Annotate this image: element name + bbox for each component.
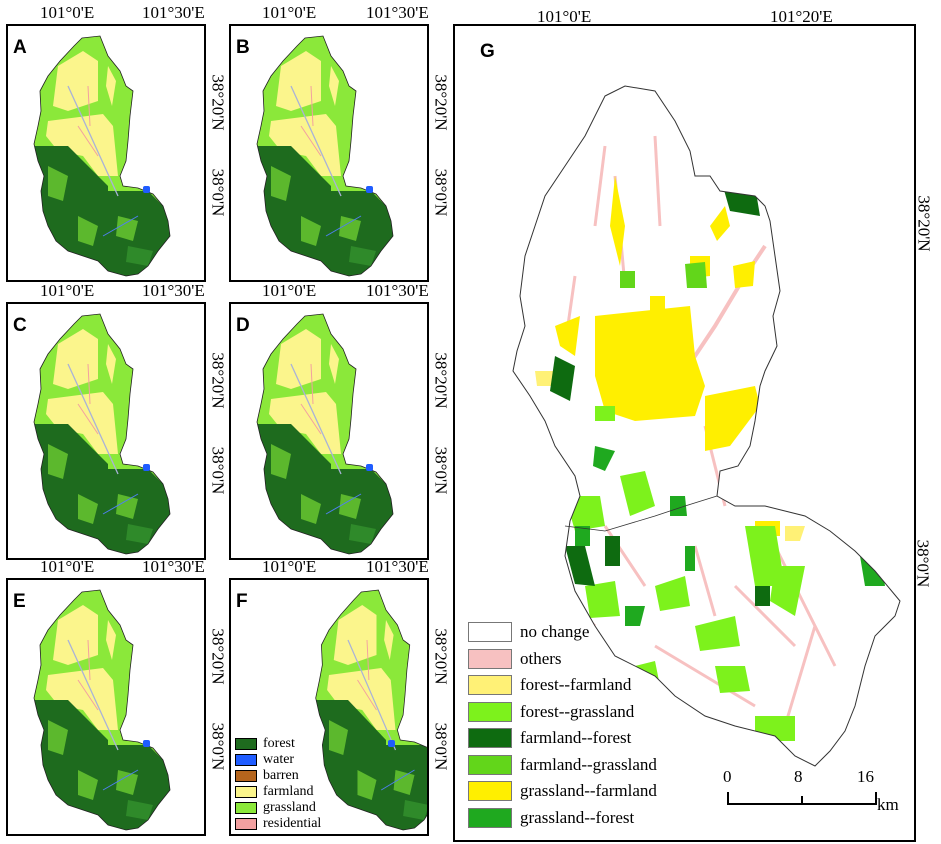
land-use-map-c (33, 313, 171, 555)
land-use-map-f (315, 589, 427, 831)
lon-label-d-1: 101°0'E (262, 281, 317, 300)
scale-bar: 0 8 16 km (717, 768, 907, 828)
lat-label-f-2: 38°0'N (431, 722, 451, 771)
legend-swatch (235, 770, 257, 782)
change-legend-label: others (520, 648, 562, 668)
change-legend-swatch (468, 807, 512, 828)
change-legend-swatch (468, 622, 512, 642)
change-legend-swatch (468, 701, 512, 722)
lat-label-a-1: 38°20'N (208, 74, 228, 131)
reservoir-marker (366, 186, 373, 193)
lat-label-b-1: 38°20'N (431, 74, 451, 131)
scale-bar-line (727, 792, 877, 805)
land-use-legend: forest water barren farmland grassland reside… (235, 736, 355, 836)
change-legend-label: no change (520, 622, 590, 641)
legend-label: forest (263, 736, 295, 751)
map-panel-e: E (6, 578, 206, 836)
reservoir-marker (366, 464, 373, 471)
map-panel-d: D (229, 302, 429, 560)
panel-label-f: F (236, 591, 248, 612)
lon-label-a-2: 101°30'E (142, 3, 205, 22)
panel-label-b: B (236, 37, 250, 58)
change-legend: no change others forest--farmland forest--g… (468, 622, 708, 840)
lon-label-d-2: 101°30'E (366, 281, 429, 300)
lat-label-g-2: 38°0'N (913, 539, 933, 588)
reservoir-marker (143, 740, 150, 747)
panel-label-a: A (13, 37, 27, 58)
map-panel-c: C (6, 302, 206, 560)
legend-label: grassland (263, 800, 316, 815)
reservoir-marker (388, 740, 395, 747)
lon-label-b-2: 101°30'E (366, 3, 429, 22)
change-legend-label: farmland--forest (520, 728, 632, 747)
land-use-map-a (33, 35, 171, 277)
reservoir-marker (143, 186, 150, 193)
map-panel-a: A (6, 24, 206, 282)
lat-label-c-1: 38°20'N (208, 352, 228, 409)
legend-label: water (263, 752, 295, 767)
lat-label-f-1: 38°20'N (431, 628, 451, 685)
lat-label-b-2: 38°0'N (431, 168, 451, 217)
land-use-map-d (256, 313, 394, 555)
change-legend-label: grassland--farmland (520, 781, 657, 800)
lat-label-e-2: 38°0'N (208, 722, 228, 771)
lon-label-b-1: 101°0'E (262, 3, 317, 22)
land-use-map-e (33, 589, 171, 831)
scale-tick-0: 0 (723, 767, 732, 786)
land-use-map-b (256, 35, 394, 277)
lon-label-c-1: 101°0'E (40, 281, 95, 300)
lon-label-a-1: 101°0'E (40, 3, 95, 22)
lat-label-d-2: 38°0'N (431, 446, 451, 495)
lat-label-a-2: 38°0'N (208, 168, 228, 217)
legend-label: residential (263, 816, 322, 831)
change-legend-swatch (468, 648, 512, 669)
lat-label-d-1: 38°20'N (431, 352, 451, 409)
map-panel-f: F (229, 578, 429, 836)
change-legend-label: forest--grassland (520, 701, 635, 721)
scale-unit: km (877, 795, 899, 814)
change-legend-swatch (468, 675, 512, 695)
change-legend-label: farmland--grassland (520, 754, 657, 774)
legend-swatch (235, 738, 257, 750)
lon-label-f-2: 101°30'E (366, 557, 429, 576)
change-legend-label: forest--farmland (520, 675, 632, 694)
legend-swatch (235, 786, 257, 798)
lon-label-e-1: 101°0'E (40, 557, 95, 576)
change-legend-swatch (468, 728, 512, 748)
lat-label-g-1: 38°20'N (914, 195, 934, 252)
scale-tick-8: 8 (794, 767, 803, 786)
panel-label-d: D (236, 315, 250, 336)
reservoir-marker (143, 464, 150, 471)
map-panel-b: B (229, 24, 429, 282)
change-map-frame: G (453, 24, 916, 842)
change-legend-swatch (468, 781, 512, 801)
lat-label-e-1: 38°20'N (208, 628, 228, 685)
lon-label-g-2: 101°20'E (770, 7, 833, 26)
panel-label-c: C (13, 315, 27, 336)
lon-label-c-2: 101°30'E (142, 281, 205, 300)
lon-label-f-1: 101°0'E (262, 557, 317, 576)
legend-swatch (235, 754, 257, 766)
panel-label-e: E (13, 591, 26, 612)
change-legend-label: grassland--forest (520, 807, 635, 827)
lon-label-e-2: 101°30'E (142, 557, 205, 576)
change-legend-swatch (468, 754, 512, 775)
panel-label-g: G (480, 41, 495, 62)
scale-tick-16: 16 (857, 767, 874, 786)
lat-label-c-2: 38°0'N (208, 446, 228, 495)
legend-label: farmland (263, 784, 314, 799)
lon-label-g-1: 101°0'E (537, 7, 592, 26)
legend-label: barren (263, 768, 299, 783)
legend-swatch (235, 818, 257, 830)
change-map (512, 85, 901, 767)
legend-swatch (235, 802, 257, 814)
